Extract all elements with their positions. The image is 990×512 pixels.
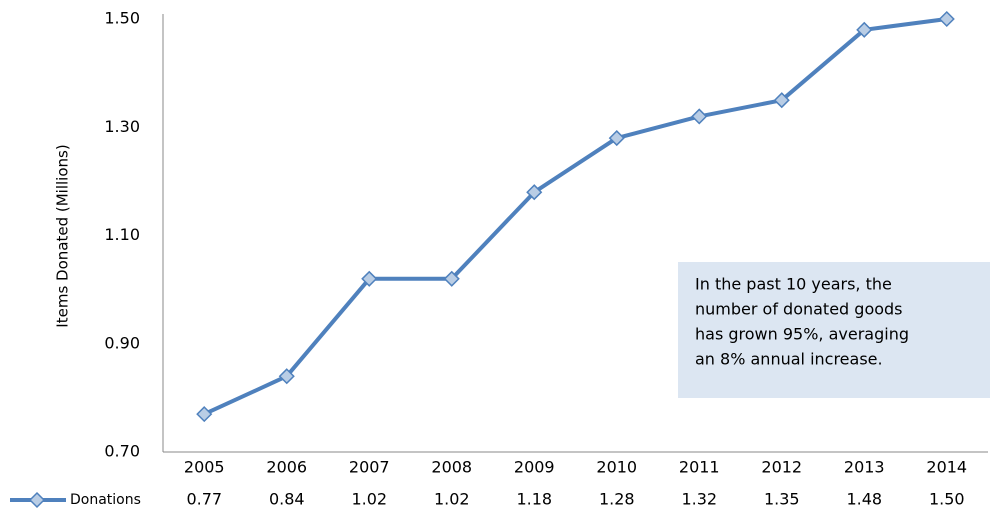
table-value: 0.77 [186, 490, 222, 509]
annotation-text: an 8% annual increase. [695, 350, 883, 369]
x-tick-label: 2014 [926, 458, 967, 477]
table-value: 1.48 [846, 490, 882, 509]
y-tick-label: 0.70 [104, 442, 140, 461]
data-marker [856, 21, 873, 38]
x-tick-label: 2006 [266, 458, 307, 477]
annotation-box [678, 262, 990, 398]
legend-label: Donations [70, 492, 141, 508]
x-tick-label: 2011 [679, 458, 720, 477]
annotation-text: In the past 10 years, the [695, 275, 892, 294]
table-value: 1.35 [764, 490, 800, 509]
y-tick-label: 1.50 [104, 9, 140, 28]
y-tick-label: 1.30 [104, 117, 140, 136]
data-marker [608, 130, 625, 147]
x-tick-label: 2005 [184, 458, 225, 477]
table-value: 0.84 [269, 490, 305, 509]
x-tick-label: 2009 [514, 458, 555, 477]
table-value: 1.32 [681, 490, 717, 509]
y-tick-label: 1.10 [104, 225, 140, 244]
table-value: 1.28 [599, 490, 635, 509]
x-tick-label: 2010 [596, 458, 637, 477]
table-value: 1.02 [351, 490, 387, 509]
data-marker [278, 368, 295, 385]
table-value: 1.50 [929, 490, 965, 509]
data-marker [691, 108, 708, 125]
table-value: 1.18 [516, 490, 552, 509]
data-marker [938, 10, 955, 28]
data-line [203, 17, 948, 416]
data-marker [361, 270, 378, 287]
table-value: 1.02 [434, 490, 470, 509]
x-tick-label: 2007 [349, 458, 390, 477]
y-tick-label: 0.90 [104, 333, 140, 352]
x-tick-label: 2012 [761, 458, 802, 477]
data-marker [526, 184, 543, 201]
legend-marker [28, 491, 46, 509]
data-marker [443, 270, 460, 287]
x-tick-label: 2008 [431, 458, 472, 477]
annotation-text: has grown 95%, averaging [695, 325, 909, 344]
x-tick-label: 2013 [844, 458, 885, 477]
data-marker [773, 92, 790, 109]
y-axis-label: Items Donated (Millions) [54, 144, 72, 327]
data-marker [196, 406, 213, 423]
annotation-text: number of donated goods [695, 300, 903, 319]
